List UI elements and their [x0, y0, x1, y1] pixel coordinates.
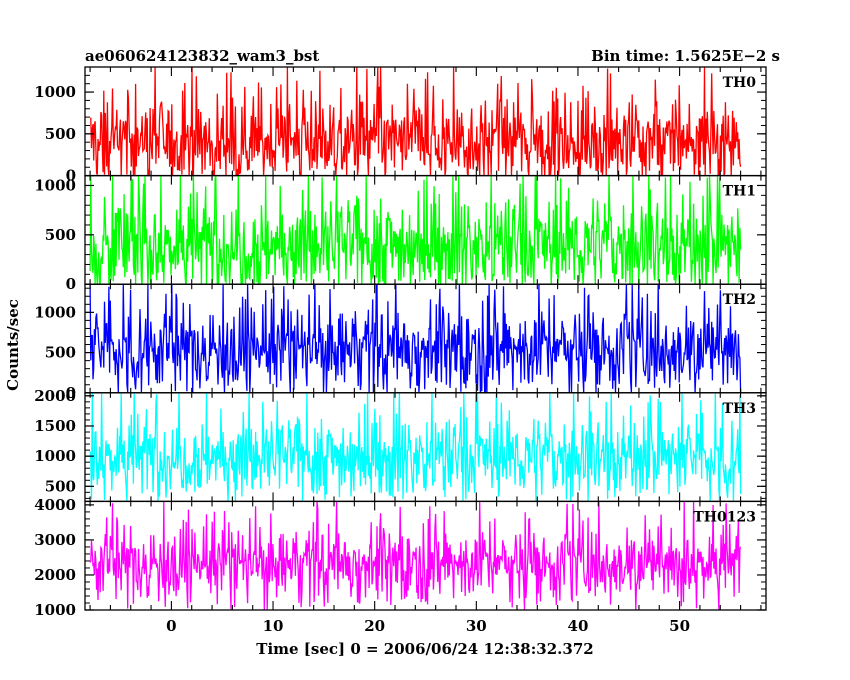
- series-line-th0123: [89, 501, 742, 610]
- x-tick-label: 0: [166, 617, 176, 635]
- panel-label-th0: TH0: [723, 75, 757, 91]
- x-tick-label: 30: [466, 617, 487, 635]
- y-tick-label: 4000: [34, 496, 76, 514]
- panel-th2: 0 500 1000 TH2: [34, 283, 767, 402]
- panel-th3: 500 1000 1500 2000 TH3: [34, 387, 767, 503]
- y-tick-label: 1000: [34, 447, 76, 465]
- x-tick-label: 50: [669, 617, 690, 635]
- y-tick-label: 500: [45, 344, 76, 362]
- y-tick-label: 0: [66, 167, 76, 185]
- y-tick-label: 1500: [34, 417, 76, 435]
- chart-title: ae060624123832_wam3_bst: [85, 47, 319, 65]
- panel-label-th3: TH3: [723, 401, 756, 417]
- y-tick-label: 500: [45, 477, 76, 495]
- x-tick-label: 40: [568, 617, 589, 635]
- x-tick-label: 20: [364, 617, 385, 635]
- panel-label-th2: TH2: [723, 292, 756, 308]
- y-tick-label: 500: [45, 125, 76, 143]
- series-line-th0: [90, 67, 742, 176]
- series-line-th1: [89, 175, 742, 285]
- series-line-th2: [89, 284, 742, 393]
- y-tick-label: 3000: [34, 531, 76, 549]
- y-axis-label: Counts/sec: [4, 299, 22, 391]
- y-tick-label: 1000: [34, 176, 76, 194]
- series-line-th3: [89, 392, 742, 502]
- panel-label-th1: TH1: [723, 184, 756, 200]
- panel-th0: 0 500 1000 TH0: [34, 66, 767, 185]
- y-tick-label: 0: [66, 384, 76, 402]
- panel-frame: [84, 500, 767, 611]
- bin-time-label: Bin time: 1.5625E−2 s: [591, 47, 780, 65]
- y-tick-label: 1000: [34, 601, 76, 619]
- y-tick-label: 1000: [34, 83, 76, 101]
- y-tick-label: 1000: [34, 303, 76, 321]
- x-axis-label: Time [sec] 0 = 2006/06/24 12:38:32.372: [256, 640, 593, 658]
- y-tick-label: 2000: [34, 387, 76, 405]
- panel-th0123: 1000 2000 3000 4000 TH0123: [34, 496, 767, 619]
- y-tick-label: 500: [45, 226, 76, 244]
- panel-label-th0123: TH0123: [693, 509, 756, 525]
- panel-th1: 0 500 1000 TH1: [34, 174, 767, 293]
- x-tick-label: 10: [263, 617, 284, 635]
- y-tick-label: 2000: [34, 566, 76, 584]
- y-tick-label: 0: [66, 275, 76, 293]
